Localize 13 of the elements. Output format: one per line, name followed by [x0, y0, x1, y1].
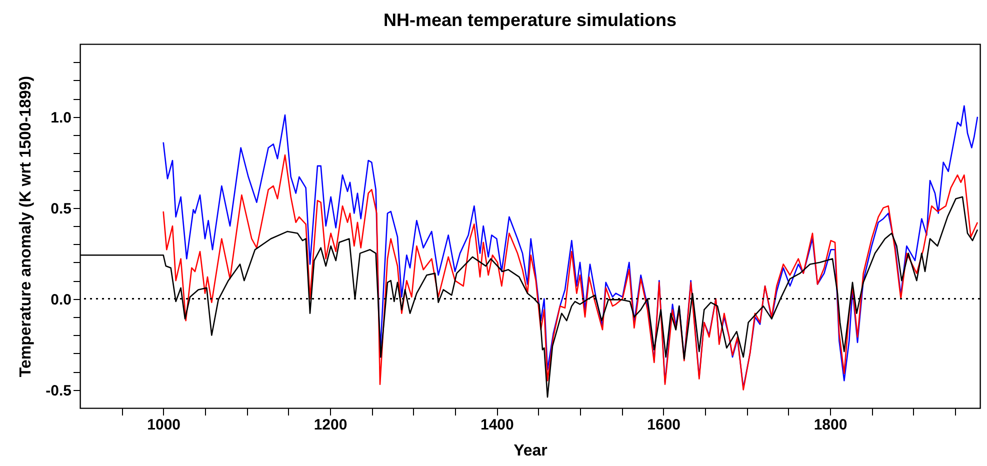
- y-tick-label: 1.0: [50, 109, 72, 126]
- x-tick-label: 1600: [647, 416, 681, 434]
- x-tick-label: 1000: [147, 416, 181, 434]
- x-tick-label: 1200: [314, 416, 348, 434]
- y-tick-label: 0.5: [50, 200, 72, 218]
- y-axis-title: Temperature anomaly (K wrt 1500-1899): [18, 76, 35, 378]
- x-axis-title: Year: [514, 442, 548, 460]
- y-tick-label: 0.0: [50, 291, 72, 308]
- chart-title: NH-mean temperature simulations: [383, 10, 677, 30]
- line-series: [162, 154, 978, 390]
- x-tick-label: 1400: [480, 416, 514, 434]
- x-tick-label: 1800: [814, 416, 848, 434]
- y-tick-label: -0.5: [46, 382, 72, 400]
